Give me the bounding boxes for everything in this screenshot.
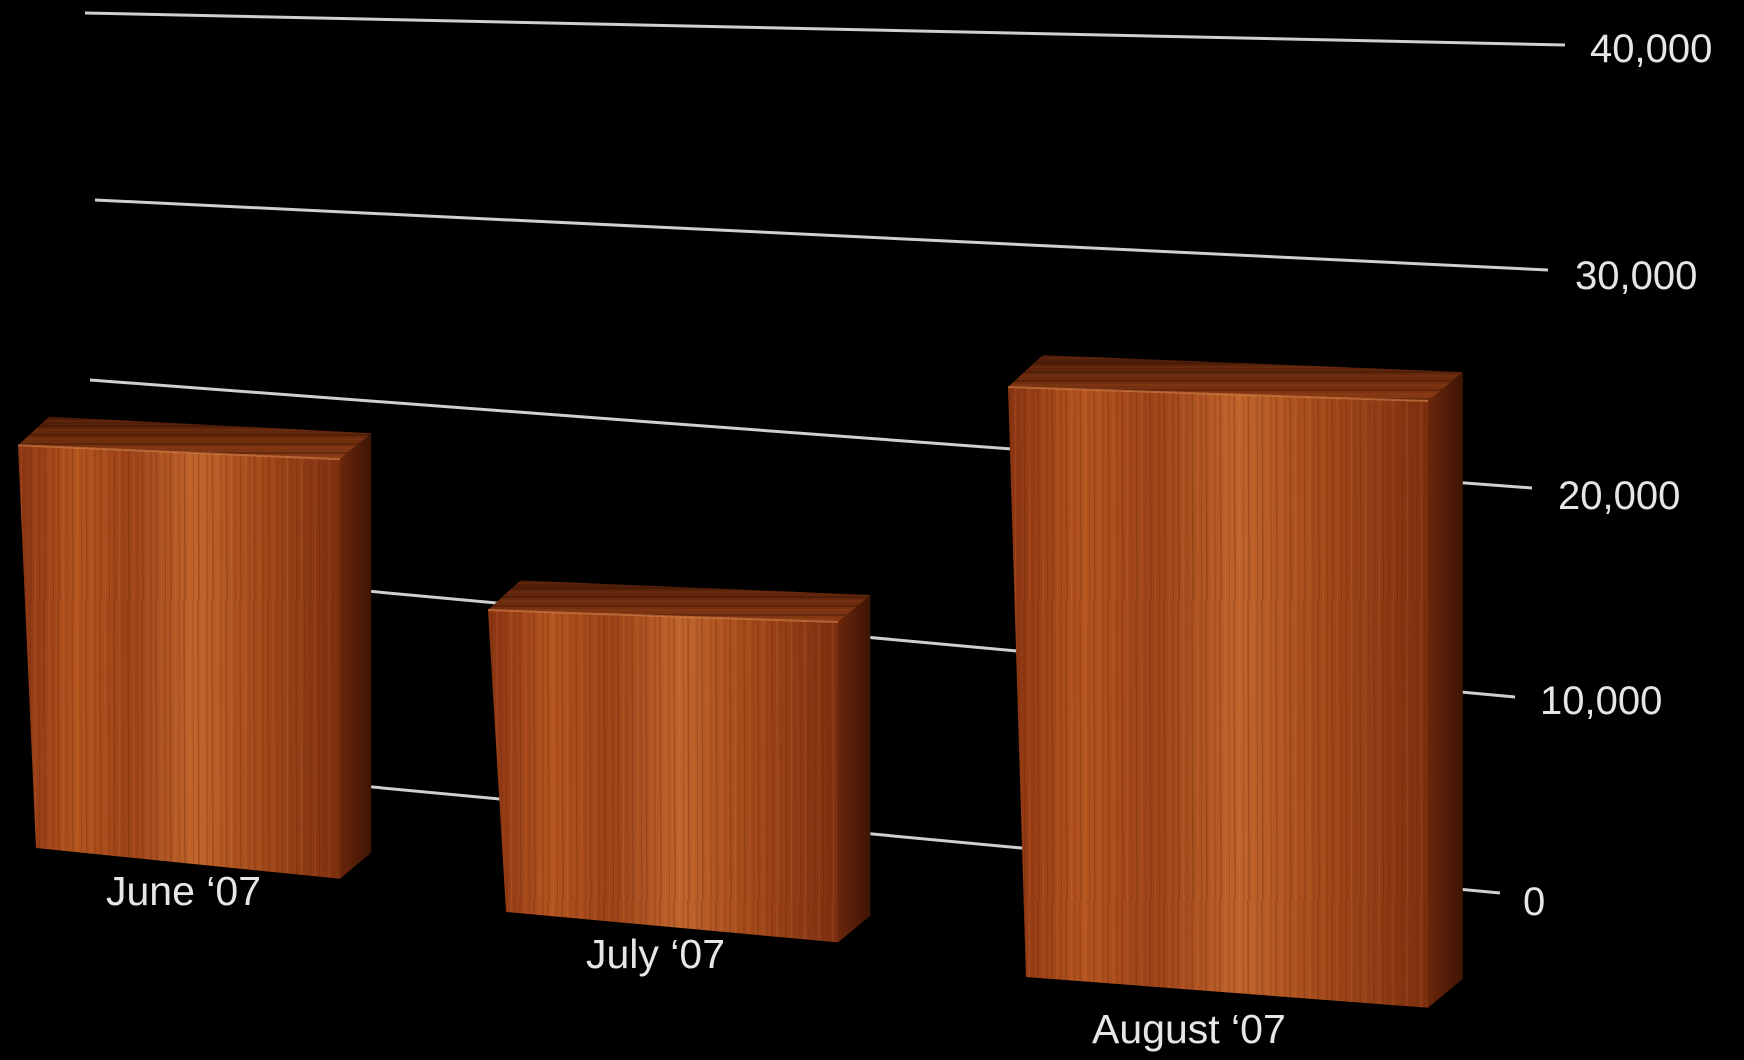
bar-side bbox=[340, 433, 372, 879]
bar-top-grain bbox=[488, 580, 871, 623]
bar-side bbox=[838, 595, 871, 943]
bar-grain bbox=[488, 610, 838, 943]
gridline bbox=[94, 198, 1549, 272]
bar-grain bbox=[1008, 387, 1428, 1008]
bar bbox=[1007, 355, 1463, 1008]
bar bbox=[487, 580, 871, 943]
gridline bbox=[84, 11, 1566, 47]
x-category-label: June ‘07 bbox=[106, 868, 261, 914]
bar-edge-highlight bbox=[487, 609, 839, 624]
x-category-label: July ‘07 bbox=[586, 931, 725, 977]
y-tick-label: 0 bbox=[1523, 880, 1545, 924]
bar-edge-highlight bbox=[17, 444, 341, 461]
bar-grain bbox=[18, 445, 340, 879]
bar-edge-highlight bbox=[1007, 386, 1429, 402]
bar-top-grain bbox=[1008, 355, 1463, 401]
y-tick-label: 30,000 bbox=[1575, 254, 1697, 298]
y-tick-label: 20,000 bbox=[1558, 474, 1680, 518]
bar-side bbox=[1428, 372, 1463, 1008]
bar bbox=[17, 416, 372, 879]
y-tick-label: 10,000 bbox=[1540, 679, 1662, 723]
x-category-label: August ‘07 bbox=[1092, 1006, 1286, 1052]
y-tick-label: 40,000 bbox=[1590, 27, 1712, 71]
